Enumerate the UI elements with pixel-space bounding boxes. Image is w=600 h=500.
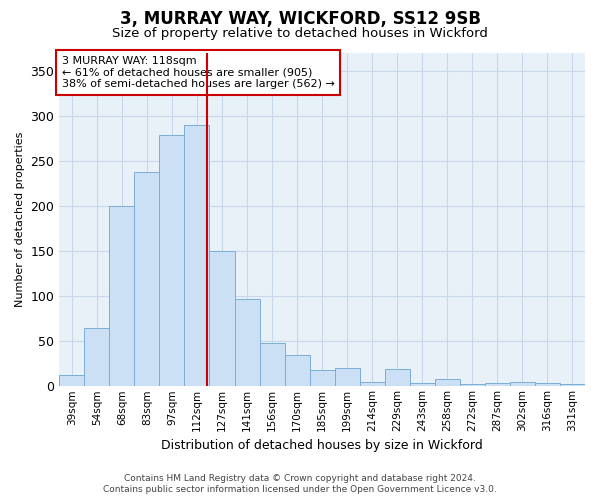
Text: Contains HM Land Registry data © Crown copyright and database right 2024.
Contai: Contains HM Land Registry data © Crown c… (103, 474, 497, 494)
Bar (59, 376, 85, 386)
Bar (385, 369, 410, 386)
Bar (209, 251, 235, 386)
Bar (485, 382, 510, 386)
Bar (134, 172, 160, 386)
Bar (435, 379, 460, 386)
Text: Size of property relative to detached houses in Wickford: Size of property relative to detached ho… (112, 28, 488, 40)
Bar (359, 382, 385, 386)
Bar (284, 354, 310, 386)
Text: 3, MURRAY WAY, WICKFORD, SS12 9SB: 3, MURRAY WAY, WICKFORD, SS12 9SB (119, 10, 481, 28)
Bar (510, 382, 535, 386)
Bar (109, 206, 134, 386)
Bar (535, 382, 560, 386)
Bar (260, 343, 284, 386)
Bar (460, 384, 485, 386)
Text: 3 MURRAY WAY: 118sqm
← 61% of detached houses are smaller (905)
38% of semi-deta: 3 MURRAY WAY: 118sqm ← 61% of detached h… (62, 56, 335, 89)
X-axis label: Distribution of detached houses by size in Wickford: Distribution of detached houses by size … (161, 440, 483, 452)
Bar (85, 328, 109, 386)
Bar (184, 124, 209, 386)
Bar (235, 299, 260, 386)
Bar (560, 384, 585, 386)
Bar (310, 370, 335, 386)
Bar (160, 136, 184, 386)
Bar (335, 368, 359, 386)
Bar (410, 382, 435, 386)
Y-axis label: Number of detached properties: Number of detached properties (15, 132, 25, 307)
